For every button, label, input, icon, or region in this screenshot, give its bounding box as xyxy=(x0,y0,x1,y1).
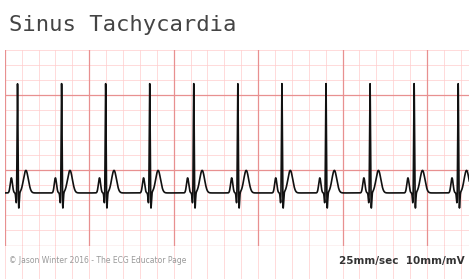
Text: Sinus Tachycardia: Sinus Tachycardia xyxy=(9,15,237,35)
Text: 25mm/sec  10mm/mV: 25mm/sec 10mm/mV xyxy=(339,256,465,266)
Text: © Jason Winter 2016 - The ECG Educator Page: © Jason Winter 2016 - The ECG Educator P… xyxy=(9,256,187,265)
